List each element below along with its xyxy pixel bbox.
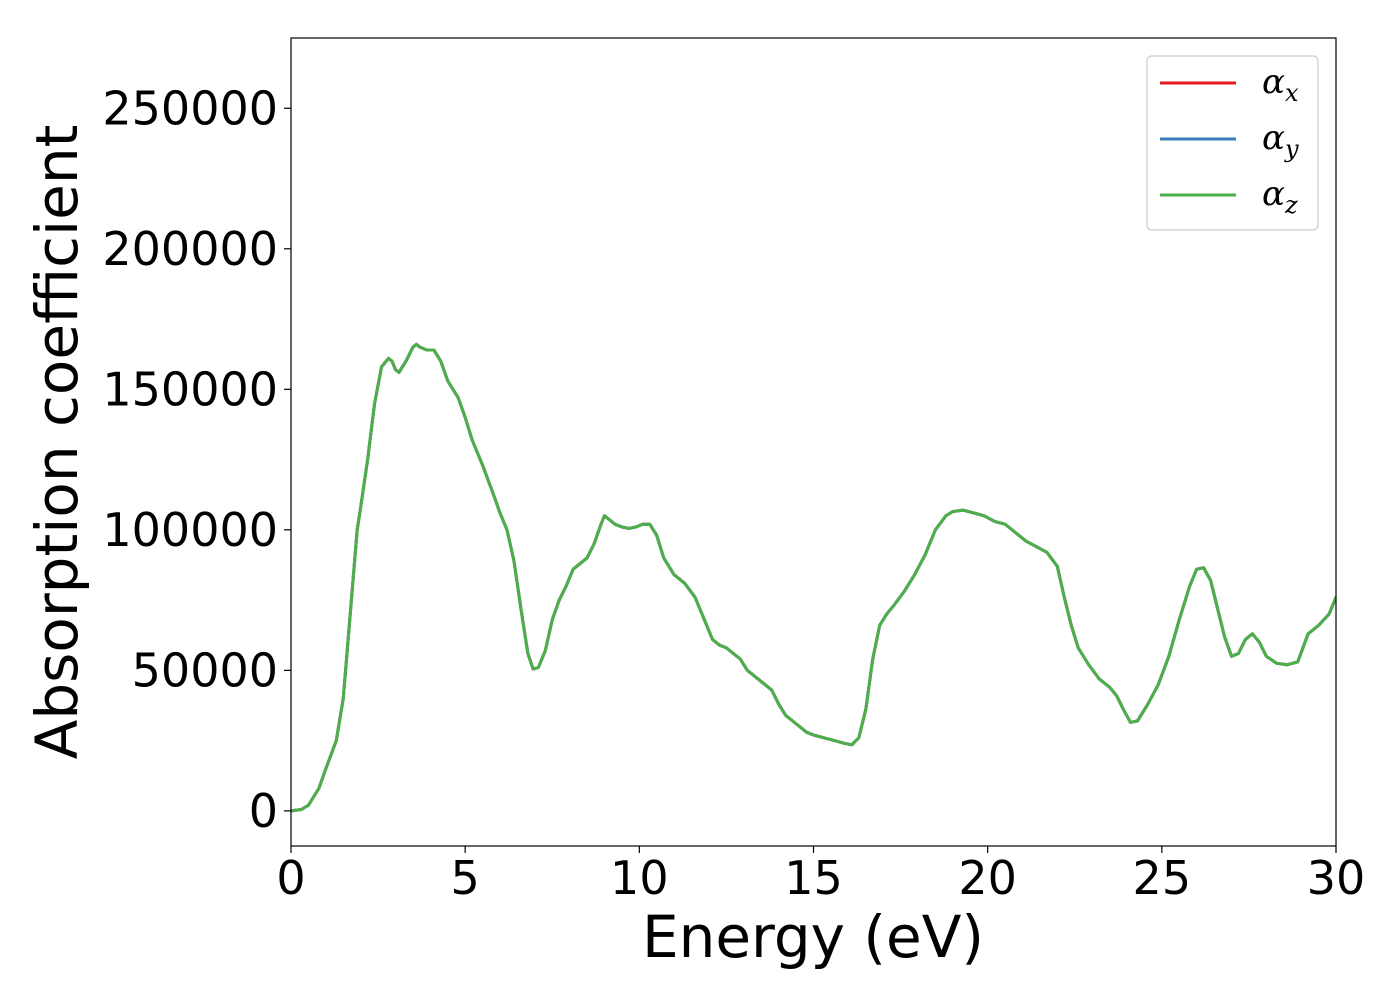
x-tick-label: 0 [276,851,305,905]
x-tick-label: 10 [610,851,669,905]
y-axis-title: Absorption coefficient [23,125,91,760]
x-tick-label: 25 [1133,851,1192,905]
y-tick-label: 250000 [102,81,278,135]
y-tick-label: 50000 [132,643,278,697]
legend: αx αy αz [1146,55,1319,231]
x-axis: 0 5 10 15 20 25 30 [276,846,1365,905]
x-tick-label: 15 [784,851,843,905]
y-tick-label: 200000 [102,222,278,276]
x-tick-label: 30 [1307,851,1366,905]
x-axis-title: Energy (eV) [642,903,984,971]
x-tick-label: 20 [958,851,1017,905]
legend-box [1146,55,1319,231]
series-line-alpha-y [291,342,1336,813]
y-tick-label: 0 [249,784,278,838]
series-layer [291,342,1336,813]
y-axis: 0 50000 100000 150000 200000 250000 [102,81,291,838]
legend-items: αx αy αz [1160,62,1299,219]
legend-label-alpha-x: αx [1262,62,1299,107]
series-line-alpha-z [291,342,1336,813]
y-tick-label: 100000 [102,503,278,557]
x-tick-label: 5 [451,851,480,905]
series-line-alpha-x [291,342,1336,813]
legend-label-alpha-z: αz [1262,174,1298,219]
y-tick-label: 150000 [102,362,278,416]
legend-label-alpha-y: αy [1262,118,1299,163]
